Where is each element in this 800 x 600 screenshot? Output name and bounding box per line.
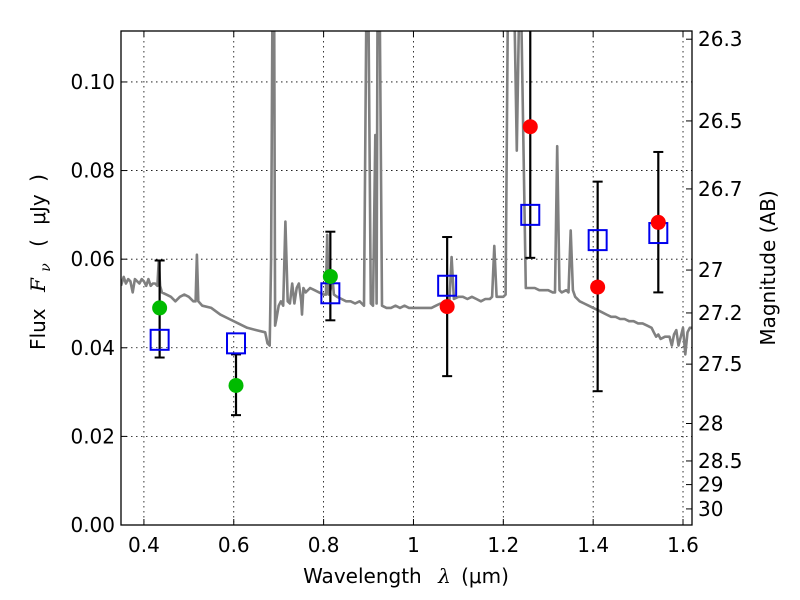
x-tick-label: 1: [407, 533, 420, 557]
y2-tick-label: 29: [698, 473, 723, 497]
observed-flux-point: [322, 268, 338, 284]
observed-flux-point: [590, 279, 606, 295]
y2-tick-label: 26.7: [698, 177, 743, 201]
axis-ticks: [121, 31, 692, 526]
y2-tick-label: 30: [698, 497, 723, 521]
y2-tick-label: 27: [698, 258, 723, 282]
spectrum-line: [121, 31, 692, 356]
y2-tick-label: 28: [698, 412, 723, 436]
model-photometry-square: [226, 332, 247, 355]
y-axis-label-open-paren: (: [26, 239, 50, 247]
y-axis-label-close-paren: ): [26, 174, 50, 182]
plot-frame: [120, 30, 693, 526]
x-axis-label-text: Wavelength: [303, 564, 422, 588]
x-axis-label-symbol: λ: [437, 564, 451, 588]
y-axis-label-symbol: F: [26, 277, 50, 293]
y-tick-label: 0.10: [70, 70, 115, 94]
plot-background: [121, 31, 692, 525]
x-axis-label-unit: (μm): [461, 564, 509, 588]
x-tick-label: 0.6: [218, 533, 250, 557]
y2-tick-label: 26.5: [698, 109, 743, 133]
y-axis-label: Flux F ν ( μJy ): [26, 174, 55, 350]
y-tick-label: 0.04: [70, 336, 115, 360]
y-axis-label-unit: μJy: [26, 194, 50, 225]
observed-flux-layer: [152, 119, 666, 393]
y-tick-label: 0.00: [70, 513, 115, 537]
y-axis-label-text: Flux: [26, 308, 50, 350]
y-tick-label: 0.06: [70, 247, 115, 271]
y-tick-labels: 0.00 0.02 0.04 0.06 0.08 0.10: [70, 70, 115, 537]
x-tick-label: 1.6: [667, 533, 699, 557]
observed-flux-point: [522, 119, 538, 135]
spectrum-layer: [121, 31, 692, 356]
model-photometry-square: [437, 274, 458, 297]
observed-flux-point: [650, 214, 666, 230]
x-tick-label: 1.4: [577, 533, 609, 557]
x-tick-label: 0.4: [128, 533, 160, 557]
y2-tick-label: 28.5: [698, 449, 743, 473]
model-photometry-square: [587, 229, 608, 252]
model-photometry-square: [149, 328, 170, 351]
y2-tick-label: 26.3: [698, 27, 743, 51]
observed-flux-point: [439, 299, 455, 315]
observed-flux-point: [152, 300, 168, 316]
x-tick-label: 0.8: [308, 533, 340, 557]
y2-tick-label: 27.2: [698, 301, 743, 325]
y-tick-label: 0.08: [70, 159, 115, 183]
x-tick-labels: 0.4 0.6 0.8 1 1.2 1.4 1.6: [128, 533, 699, 557]
y-axis-label-subscript: ν: [38, 263, 54, 272]
observed-flux-point: [228, 377, 244, 393]
y2-axis-label: Magnitude (AB): [756, 190, 780, 345]
model-photometry-square: [520, 203, 541, 226]
y2-tick-label: 27.5: [698, 352, 743, 376]
y-tick-label: 0.02: [70, 424, 115, 448]
x-axis-label: Wavelength λ (μm): [303, 564, 509, 588]
x-tick-label: 1.2: [487, 533, 519, 557]
